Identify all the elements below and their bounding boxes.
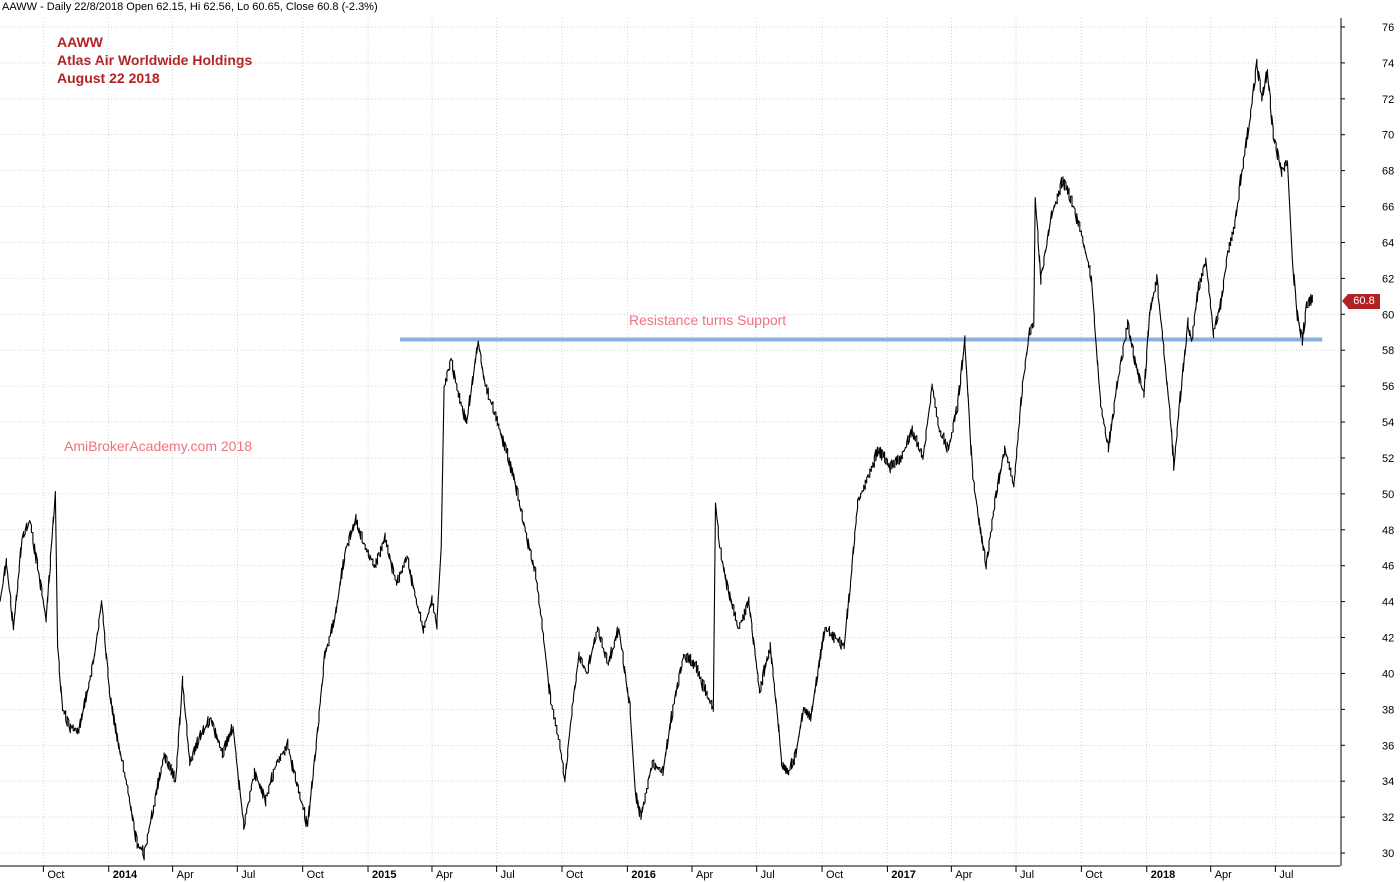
y-tick-label: 48 [1382,525,1394,537]
y-tick-label: 30 [1382,848,1394,860]
watermark: AmiBrokerAcademy.com 2018 [64,438,253,454]
y-tick-label: 74 [1382,58,1394,70]
x-tick-label: Oct [1085,869,1102,881]
y-tick-label: 66 [1382,202,1394,214]
y-tick-label: 46 [1382,561,1394,573]
y-tick-label: 38 [1382,704,1394,716]
x-tick-label: 2017 [891,869,915,881]
x-axis: Oct 2014 Apr Jul Oct 2015 Apr Jul Oct 2016 Apr Jul O… [0,865,1340,881]
x-tick-label: Oct [826,869,843,881]
x-tick-label: Jul [761,869,775,881]
y-tick-label: 36 [1382,740,1394,752]
x-tick-label: 2014 [113,869,138,881]
y-tick-label: 64 [1382,237,1394,249]
date-note: August 22 2018 [57,70,160,86]
x-tick-label: 2016 [631,869,655,881]
x-tick-label: Apr [1215,869,1232,881]
price-series-group [0,58,1313,861]
y-tick-label: 62 [1382,273,1394,285]
x-tick-label: Oct [47,869,64,881]
x-tick-label: Apr [177,869,194,881]
y-tick-label: 70 [1382,130,1394,142]
y-tick-label: 40 [1382,668,1394,680]
y-tick-label: 50 [1382,489,1394,501]
x-tick-label: 2018 [1151,869,1175,881]
x-tick-label: Oct [307,869,324,881]
x-tick-label: Jul [501,869,515,881]
x-tick-label: Apr [436,869,453,881]
x-tick-label: Jul [1020,869,1034,881]
x-tick-label: 2015 [372,869,396,881]
ticker-note: AAWW [57,34,103,50]
y-tick-label: 54 [1382,417,1394,429]
y-tick-label: 32 [1382,812,1394,824]
x-tick-label: Jul [1279,869,1293,881]
price-series [0,58,1313,861]
y-tick-label: 34 [1382,776,1394,788]
y-tick-label: 76 [1382,22,1394,34]
y-tick-label: 72 [1382,94,1394,106]
x-tick-label: Jul [241,869,255,881]
y-tick-label: 56 [1382,381,1394,393]
x-tick-label: Oct [566,869,583,881]
grid [0,18,1340,862]
y-tick-label: 58 [1382,345,1394,357]
y-tick-label: 52 [1382,453,1394,465]
y-tick-label: 44 [1382,597,1394,609]
y-axis: 30 32 34 36 38 40 42 44 46 48 50 52 54 56 58 60 62 64 66 68… [1340,18,1394,866]
y-tick-label: 60 [1382,309,1394,321]
chart-header: AAWW - Daily 22/8/2018 Open 62.15, Hi 62… [2,1,378,13]
last-price-badge: 60.8 [1342,294,1380,309]
company-note: Atlas Air Worldwide Holdings [57,52,253,68]
y-tick-label: 68 [1382,166,1394,178]
support-annotation: Resistance turns Support [629,312,787,328]
y-tick-label: 42 [1382,633,1394,645]
x-tick-label: Apr [696,869,713,881]
x-tick-label: Apr [955,869,972,881]
